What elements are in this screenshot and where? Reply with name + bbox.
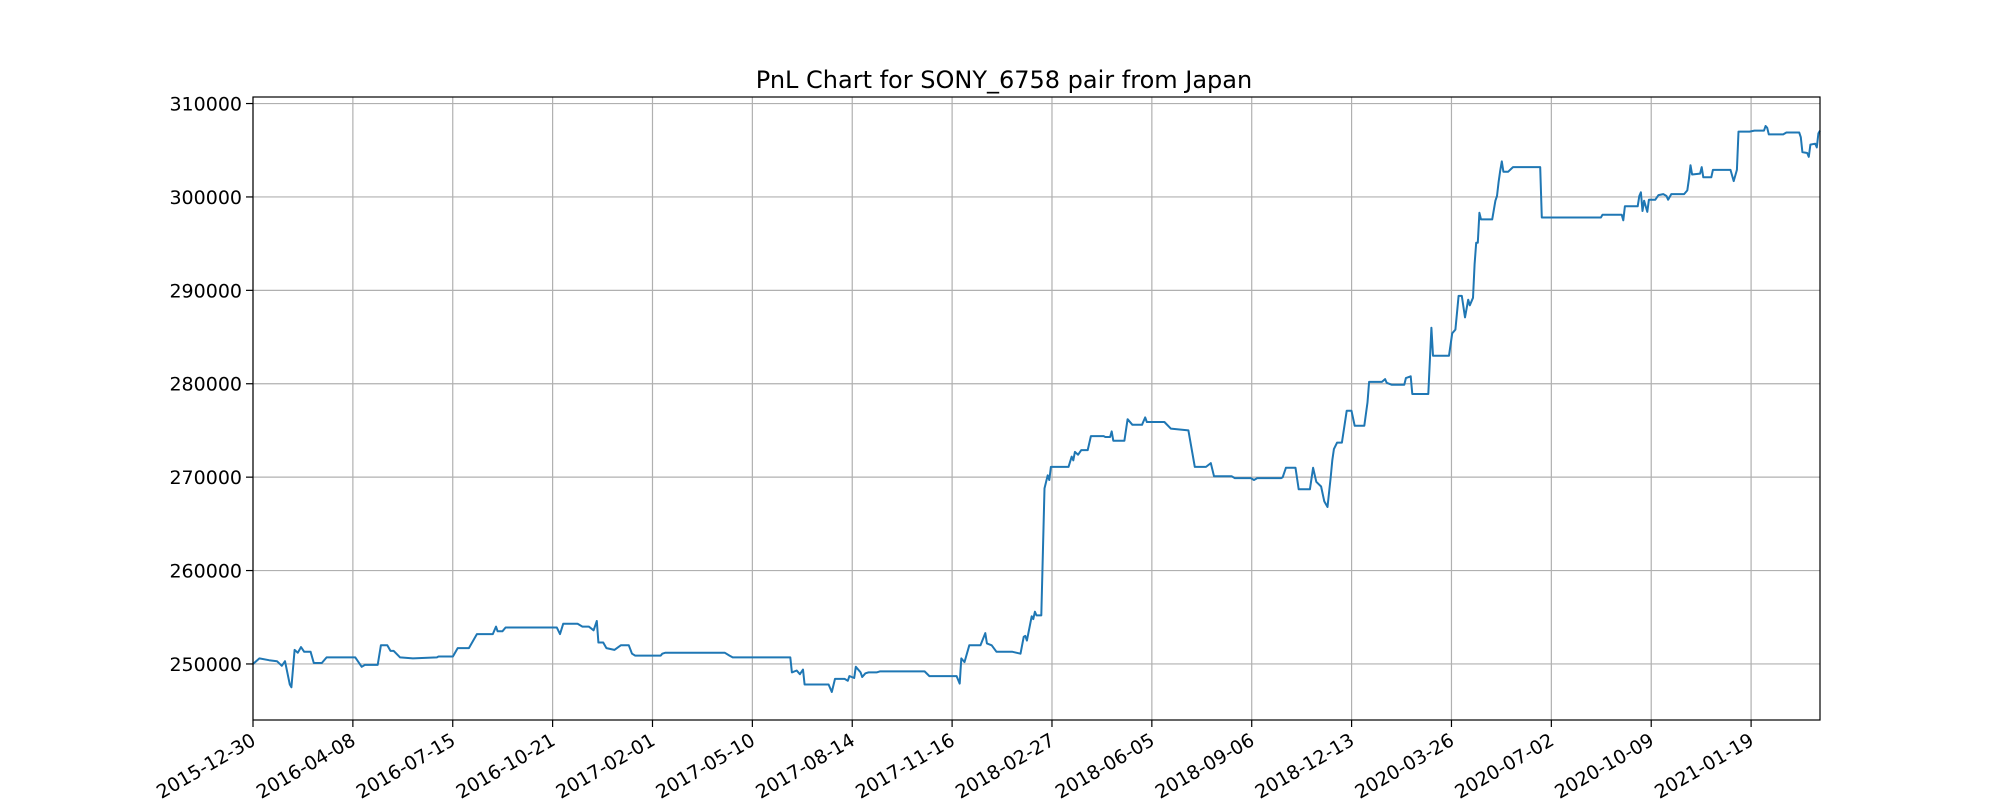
y-tick-label: 290000: [169, 280, 242, 302]
x-tick-label: 2021-01-19: [1651, 729, 1758, 800]
y-axis: 250000 260000 270000 280000 290000 300000 3100…: [169, 94, 253, 676]
x-tick-label: 2016-07-15: [353, 729, 460, 800]
x-tick-label: 2017-05-10: [652, 729, 759, 800]
x-tick-label: 2016-04-08: [253, 729, 360, 800]
x-tick-label: 2016-10-21: [452, 729, 559, 800]
chart-title: PnL Chart for SONY_6758 pair from Japan: [756, 66, 1252, 94]
x-tick-label: 2018-06-05: [1052, 729, 1159, 800]
y-tick-label: 270000: [169, 467, 242, 489]
x-tick-label: 2018-12-13: [1251, 729, 1358, 800]
x-tick-label: 2017-08-14: [752, 729, 859, 800]
x-tick-label: 2015-12-30: [153, 729, 260, 800]
x-axis: 2015-12-302016-04-082016-07-152016-10-21…: [153, 720, 1758, 800]
x-tick-label: 2018-02-27: [952, 729, 1059, 800]
x-tick-label: 2020-07-02: [1451, 729, 1558, 800]
grid-layer: [252, 97, 1820, 720]
y-tick-label: 260000: [169, 561, 242, 583]
pnl-series-line: [252, 125, 1821, 693]
x-tick-label: 2018-09-06: [1152, 729, 1259, 800]
series-layer: [252, 125, 1821, 693]
y-tick-label: 280000: [169, 374, 242, 396]
x-tick-label: 2020-10-09: [1551, 729, 1658, 800]
y-tick-label: 250000: [169, 654, 242, 676]
x-tick-label: 2017-02-01: [552, 729, 659, 800]
y-tick-label: 310000: [169, 94, 242, 116]
x-tick-label: 2020-03-26: [1351, 729, 1458, 800]
x-tick-label: 2017-11-16: [852, 729, 959, 800]
plot-frame: [252, 96, 1821, 721]
y-tick-label: 300000: [169, 187, 242, 209]
